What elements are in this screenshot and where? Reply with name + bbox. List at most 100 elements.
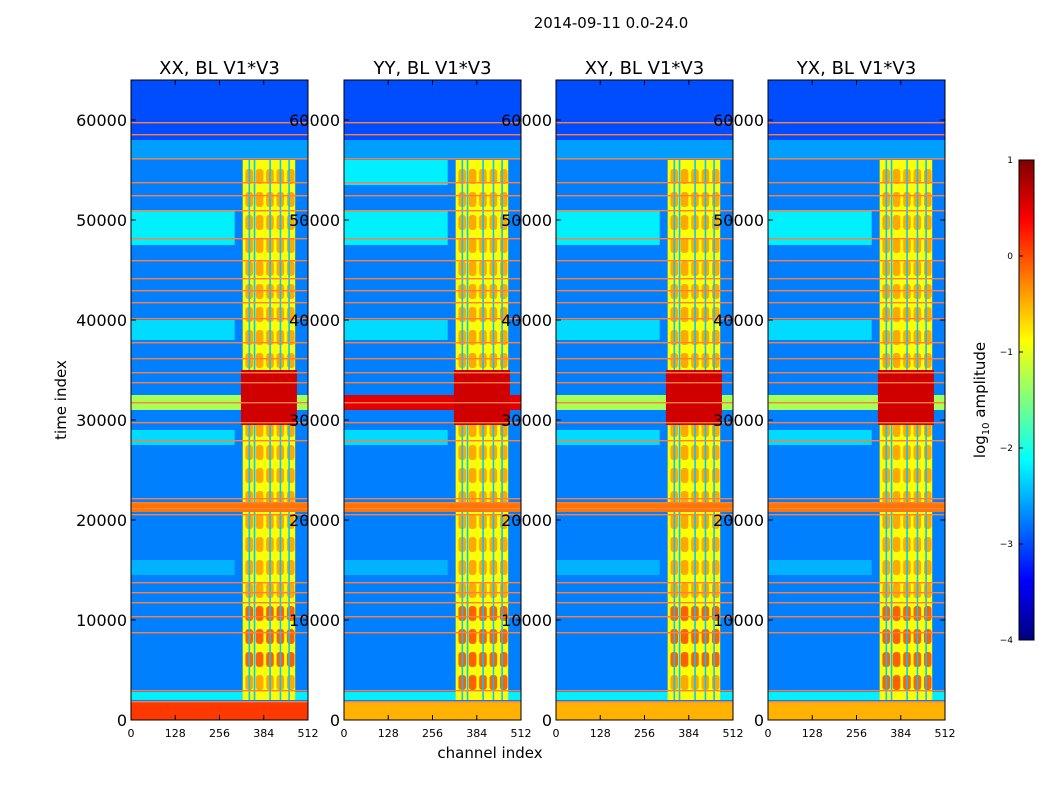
flag-line <box>344 182 521 184</box>
colorbar-tick-label: −3 <box>1000 540 1013 550</box>
flag-line <box>131 592 308 594</box>
flag-line <box>556 592 733 594</box>
heatmap-spot <box>923 445 932 460</box>
y-tick-label: 50000 <box>713 211 764 230</box>
flag-line <box>768 602 945 604</box>
heatmap-spot <box>468 583 477 598</box>
heatmap-spot <box>680 169 689 184</box>
flag-line <box>131 502 308 504</box>
heatmap-spot <box>892 675 901 690</box>
heatmap-spot <box>711 537 720 552</box>
heatmap-spot <box>680 675 689 690</box>
y-tick-label: 30000 <box>713 411 764 430</box>
heatmap-spot <box>892 445 901 460</box>
heatmap-spot <box>680 261 689 276</box>
heatmap-spot <box>499 192 508 207</box>
y-tick-label: 40000 <box>713 311 764 330</box>
y-tick-label: 40000 <box>501 311 552 330</box>
panel-title: YY, BL V1*V3 <box>372 58 491 79</box>
flag-line <box>768 278 945 280</box>
heatmap-band <box>556 80 733 140</box>
heatmap-spot <box>680 560 689 575</box>
channel-line <box>890 160 893 700</box>
heatmap-spot <box>892 652 901 667</box>
heatmap-spot <box>468 537 477 552</box>
heatmap-spot <box>923 238 932 253</box>
heatmap-spot <box>892 560 901 575</box>
flag-line <box>344 210 521 212</box>
heatmap-spot <box>923 261 932 276</box>
heatmap-spot <box>468 169 477 184</box>
flag-line <box>344 195 521 197</box>
flag-line <box>556 372 733 374</box>
heatmap-band <box>556 430 660 445</box>
heatmap-spot <box>711 169 720 184</box>
heatmap-spot <box>711 583 720 598</box>
channel-line <box>461 160 464 700</box>
heatmap-spot <box>468 261 477 276</box>
x-tick-label: 128 <box>802 727 823 740</box>
flag-line <box>556 342 733 344</box>
flag-line <box>344 690 521 692</box>
heatmap-spot <box>468 284 477 299</box>
flag-line <box>768 632 945 634</box>
flag-line <box>768 422 945 424</box>
flag-line <box>131 690 308 692</box>
flag-line <box>556 402 733 404</box>
y-tick-label: 60000 <box>501 111 552 130</box>
heatmap-spot <box>286 261 295 276</box>
channel-line <box>279 160 282 700</box>
heatmap-spot <box>892 215 901 230</box>
channel-line <box>673 160 676 700</box>
flag-line <box>131 701 308 703</box>
heatmap-band <box>768 430 872 445</box>
heatmap-spot <box>255 215 264 230</box>
figure-suptitle: 2014-09-11 0.0-24.0 <box>534 14 689 32</box>
flag-line <box>344 290 521 292</box>
x-tick-label: 384 <box>678 727 699 740</box>
heatmap-spot <box>923 284 932 299</box>
flag-line <box>131 440 308 442</box>
heatmap-band <box>131 80 308 140</box>
heatmap-spot <box>255 629 264 644</box>
y-tick-label: 10000 <box>76 611 127 630</box>
x-tick-label: 0 <box>341 727 348 740</box>
heatmap-band <box>556 320 660 340</box>
heatmap-band <box>344 140 521 160</box>
flag-line <box>344 632 521 634</box>
flag-line <box>556 440 733 442</box>
heatmap-band <box>453 370 510 425</box>
flag-line <box>344 134 521 136</box>
flag-line <box>344 592 521 594</box>
flag-line <box>131 158 308 160</box>
heatmap-spot <box>255 307 264 322</box>
x-tick-label: 512 <box>723 727 744 740</box>
heatmap-spot <box>711 261 720 276</box>
flag-line <box>768 210 945 212</box>
heatmap-spot <box>255 560 264 575</box>
flag-line <box>768 158 945 160</box>
heatmap-band <box>131 210 235 245</box>
flag-line <box>768 382 945 384</box>
heatmap-spot <box>892 284 901 299</box>
flag-line <box>768 701 945 703</box>
colorbar-label-sub: 10 <box>981 422 992 435</box>
heatmap-spot <box>255 583 264 598</box>
flag-line <box>344 278 521 280</box>
flag-line <box>131 278 308 280</box>
flag-line <box>344 358 521 360</box>
heatmap-spot <box>255 261 264 276</box>
heatmap-panel: YY, BL V1*V3 0 128 256 384 512 0 10000 20000 3000… <box>289 58 531 740</box>
heatmap-band <box>344 430 448 445</box>
flag-line <box>556 632 733 634</box>
flag-line <box>556 195 733 197</box>
heatmap-spot <box>499 353 508 368</box>
heatmap-spot <box>892 514 901 529</box>
flag-line <box>344 122 521 124</box>
heatmap-band <box>768 692 945 700</box>
heatmap-spot <box>255 606 264 621</box>
flag-line <box>131 318 308 320</box>
heatmap-band <box>131 560 235 575</box>
heatmap-spot <box>923 675 932 690</box>
flag-line <box>768 358 945 360</box>
